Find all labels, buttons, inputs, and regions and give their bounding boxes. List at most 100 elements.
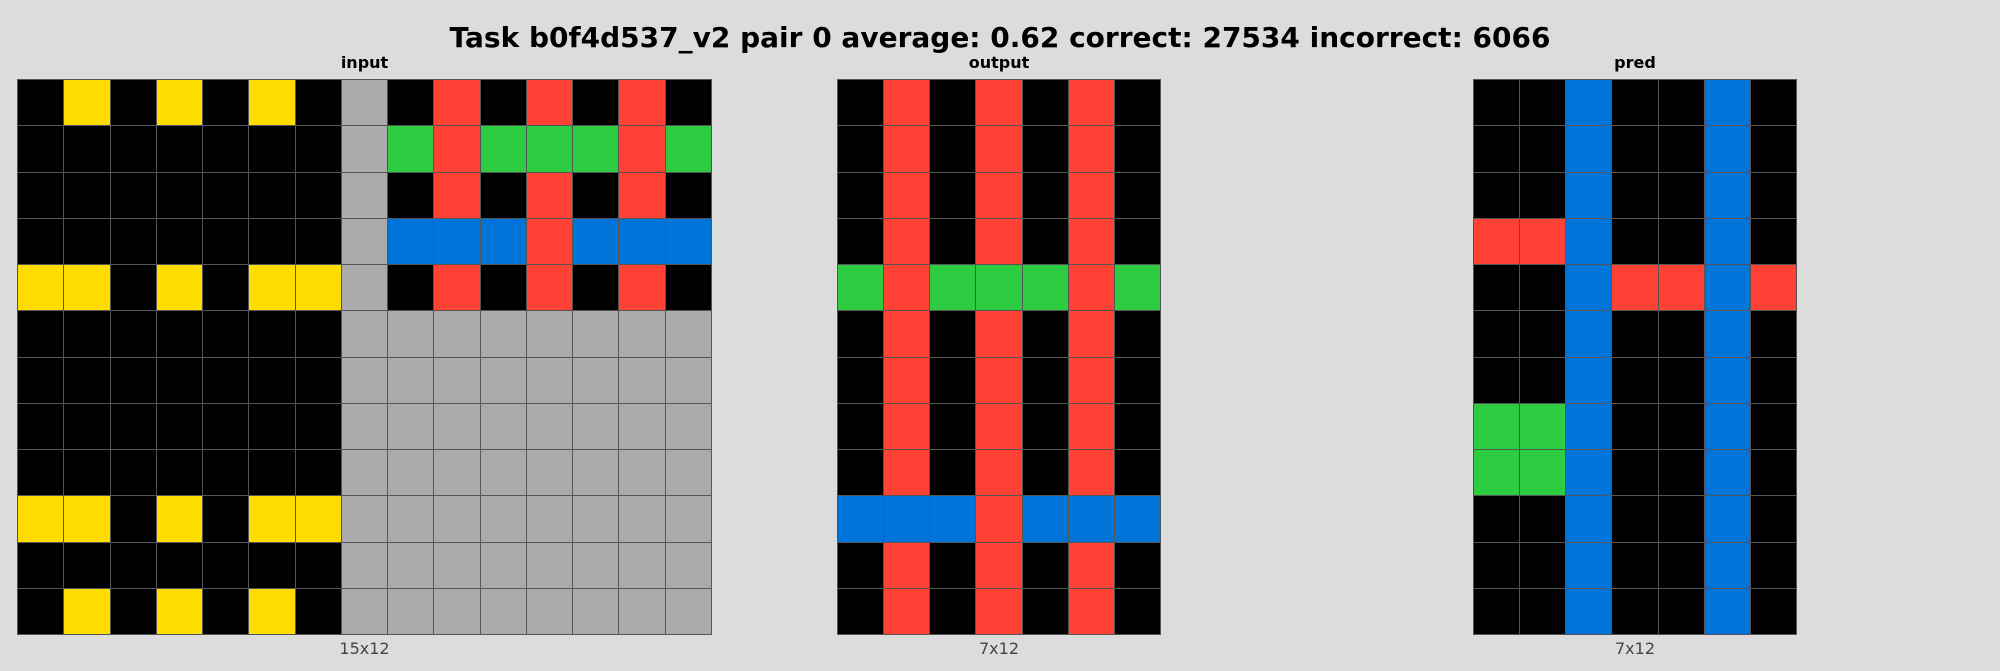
pred-cell (1658, 450, 1704, 496)
input-cell (203, 403, 249, 449)
pred-cell (1566, 357, 1612, 403)
input-cell (341, 496, 388, 542)
output-cell (930, 265, 976, 311)
pred-cell (1658, 542, 1704, 588)
output-cell (1022, 265, 1068, 311)
input-cell (619, 496, 665, 542)
input-cell (480, 450, 526, 496)
input-cell (573, 126, 619, 172)
output-cell (1068, 265, 1114, 311)
input-cell (388, 311, 434, 357)
pred-cell (1520, 496, 1566, 542)
pred-cell (1658, 172, 1704, 218)
input-cell (573, 357, 619, 403)
input-cell (64, 311, 110, 357)
input-cell (295, 218, 341, 264)
output-cell (976, 218, 1022, 264)
output-cell (1114, 357, 1160, 403)
input-cell (249, 311, 295, 357)
output-cell (838, 172, 884, 218)
input-cell (341, 218, 388, 264)
input-cell (203, 311, 249, 357)
pred-cell (1704, 126, 1750, 172)
pred-panel: pred 7x12 (1473, 53, 1797, 669)
input-cell (480, 357, 526, 403)
output-cell (884, 403, 930, 449)
input-cell (480, 265, 526, 311)
pred-label: pred (1614, 53, 1656, 72)
input-cell (203, 588, 249, 634)
input-cell (18, 588, 64, 634)
output-cell (1114, 172, 1160, 218)
input-cell (295, 172, 341, 218)
input-cell (434, 450, 480, 496)
input-cell (18, 496, 64, 542)
input-cell (64, 357, 110, 403)
pred-cell (1612, 588, 1658, 634)
pred-cell (1474, 588, 1520, 634)
output-cell (1022, 126, 1068, 172)
input-cell (295, 588, 341, 634)
input-cell (110, 542, 156, 588)
pred-cell (1704, 403, 1750, 449)
output-cell (930, 450, 976, 496)
input-cell (573, 218, 619, 264)
input-cell (18, 311, 64, 357)
pred-cell (1566, 311, 1612, 357)
pred-cell (1750, 172, 1796, 218)
pred-cell (1474, 357, 1520, 403)
output-cell (930, 311, 976, 357)
output-dims: 7x12 (978, 639, 1019, 658)
pred-cell (1704, 80, 1750, 126)
input-cell (434, 403, 480, 449)
output-cell (1114, 265, 1160, 311)
output-cell (1068, 403, 1114, 449)
input-cell (203, 80, 249, 126)
input-panel: input 15x12 (17, 53, 712, 669)
pred-cell (1474, 265, 1520, 311)
input-cell (434, 172, 480, 218)
pred-cell (1474, 403, 1520, 449)
input-cell (526, 588, 573, 634)
input-cell (573, 311, 619, 357)
pred-cell (1520, 450, 1566, 496)
pred-cell (1520, 542, 1566, 588)
input-cell (156, 126, 203, 172)
input-cell (64, 542, 110, 588)
pred-cell (1520, 588, 1566, 634)
output-cell (838, 403, 884, 449)
output-cell (1068, 542, 1114, 588)
output-cell (976, 542, 1022, 588)
input-cell (619, 357, 665, 403)
input-cell (249, 542, 295, 588)
pred-cell (1704, 542, 1750, 588)
output-cell (884, 265, 930, 311)
pred-grid (1473, 79, 1797, 635)
pred-cell (1658, 588, 1704, 634)
input-cell (249, 588, 295, 634)
input-cell (480, 542, 526, 588)
output-cell (884, 357, 930, 403)
pred-cell (1520, 403, 1566, 449)
input-cell (526, 403, 573, 449)
pred-cell (1566, 265, 1612, 311)
input-cell (573, 403, 619, 449)
pred-cell (1612, 542, 1658, 588)
output-cell (1114, 496, 1160, 542)
input-cell (18, 80, 64, 126)
pred-cell (1750, 542, 1796, 588)
pred-cell (1474, 542, 1520, 588)
output-cell (1068, 357, 1114, 403)
pred-cell (1474, 80, 1520, 126)
input-cell (434, 80, 480, 126)
pred-cell (1704, 265, 1750, 311)
input-cell (665, 588, 711, 634)
input-cell (249, 218, 295, 264)
pred-cell (1658, 311, 1704, 357)
output-cell (1114, 80, 1160, 126)
input-cell (573, 450, 619, 496)
pred-cell (1658, 496, 1704, 542)
input-cell (665, 126, 711, 172)
input-cell (110, 496, 156, 542)
pred-cell (1566, 172, 1612, 218)
